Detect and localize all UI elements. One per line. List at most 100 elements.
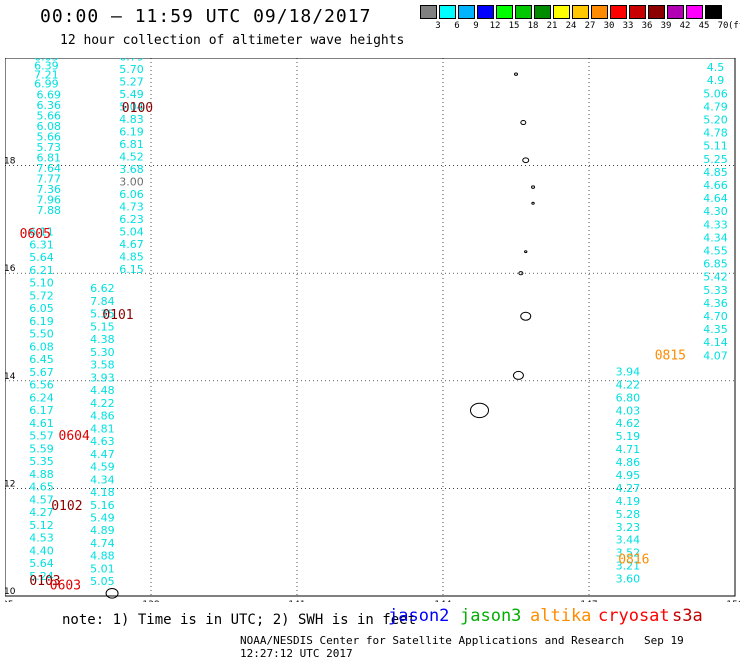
y-tick-label: 16 (5, 264, 16, 274)
wave-height-value: 5.73 (37, 141, 62, 154)
wave-height-value: 3.60 (616, 573, 641, 586)
wave-height-value: 4.78 (703, 127, 728, 140)
legend-swatch (534, 5, 551, 19)
wave-height-value: 4.52 (119, 151, 144, 164)
pass-time-label: 0102 (51, 499, 82, 514)
y-tick-label: 14 (5, 372, 16, 382)
wave-height-value: 4.61 (29, 417, 54, 430)
mission-name: cryosat (598, 606, 670, 626)
island-outline (522, 157, 530, 164)
wave-height-value: 4.38 (90, 333, 115, 346)
legend-swatch (439, 5, 456, 19)
footer-note: note: 1) Time is in UTC; 2) SWH is in fe… (62, 612, 417, 628)
wave-height-value: 6.23 (119, 213, 144, 226)
pass-time-label: 0100 (122, 101, 153, 116)
wave-height-value: 5.49 (119, 88, 144, 101)
wave-height-value: 5.24 (29, 570, 54, 583)
wave-height-value: 6.81 (37, 151, 62, 164)
legend-swatch (705, 5, 722, 19)
wave-height-value: 6.05 (29, 302, 54, 315)
wave-height-value: 5.35 (90, 308, 115, 321)
wave-height-value: 4.3 (707, 58, 725, 61)
legend-label: 45 (698, 21, 710, 31)
wave-height-value: 5.66 (37, 109, 62, 122)
wave-height-value: 3.21 (616, 560, 641, 573)
wave-height-value: 7.64 (37, 162, 62, 175)
wave-height-value: 3.94 (616, 365, 641, 378)
legend-label: 27 (584, 21, 596, 31)
wave-height-value: 6.36 (37, 99, 62, 112)
wave-height-value: 4.55 (703, 244, 728, 257)
wave-height-value: 4.73 (119, 201, 144, 214)
wave-height-value: 3.44 (616, 534, 641, 547)
legend-swatch (591, 5, 608, 19)
plot-frame (5, 58, 736, 597)
island-outline (524, 250, 528, 254)
wave-height-value: 3.00 (119, 176, 144, 189)
wave-height-value: 7.96 (37, 194, 62, 207)
wave-height-value: 4.36 (703, 297, 728, 310)
legend-swatch (629, 5, 646, 19)
wave-height-value: 7.84 (90, 295, 115, 308)
wave-height-value: 4.74 (90, 537, 115, 550)
wave-height-value: 5.15 (90, 320, 115, 333)
wave-height-value: 5.28 (616, 508, 641, 521)
map-title: 00:00 – 11:59 UTC 09/18/2017 (40, 6, 372, 27)
wave-height-value: 5.70 (119, 63, 144, 76)
wave-height-value: 5.05 (90, 575, 115, 588)
wave-height-value: 4.70 (703, 310, 728, 323)
wave-height-value: 3.23 (616, 521, 641, 534)
wave-height-value: 4.88 (90, 550, 115, 563)
wave-height-value: 4.18 (90, 486, 115, 499)
wave-height-value: 4.33 (703, 218, 728, 231)
legend-swatch (515, 5, 532, 19)
wave-height-value: 6.21 (29, 264, 54, 277)
pass-time-label: 0816 (618, 553, 649, 568)
wave-height-value: 4.9 (707, 74, 725, 87)
island-outline (520, 311, 532, 321)
wave-height-value: 5.33 (703, 284, 728, 297)
wave-height-value: 4.22 (90, 397, 115, 410)
legend-swatch (496, 5, 513, 19)
wave-height-value: 3.58 (90, 359, 115, 372)
wave-height-value: 6.24 (29, 391, 54, 404)
island-outline (105, 588, 119, 599)
wave-height-value: 4.95 (616, 469, 641, 482)
wave-height-value: 4.48 (90, 384, 115, 397)
legend-label: 42 (679, 21, 691, 31)
wave-height-value: 4.86 (90, 410, 115, 423)
wave-height-value: 4.34 (90, 473, 115, 486)
wave-height-value: 5.42 (703, 271, 728, 284)
wave-height-value: 4.86 (616, 456, 641, 469)
wave-height-value: 4.35 (703, 323, 728, 336)
wave-height-value: 6.08 (29, 340, 54, 353)
y-tick-label: 18 (5, 157, 16, 167)
legend-swatch (572, 5, 589, 19)
wave-height-value: 4.81 (90, 422, 115, 435)
legend-label: 39 (660, 21, 672, 31)
wave-height-value: 5.10 (29, 277, 54, 290)
wave-height-value: 3.93 (90, 371, 115, 384)
wave-height-value: 4.40 (29, 544, 54, 557)
island-outline (512, 370, 524, 380)
legend-label: 30 (603, 21, 615, 31)
y-tick-label: 12 (5, 479, 15, 489)
legend-label: 33 (622, 21, 634, 31)
wave-height-value: 5.04 (119, 226, 144, 239)
wave-height-value: 6.69 (37, 88, 62, 101)
wave-height-value: 4.88 (29, 468, 54, 481)
wave-height-value: 3.52 (616, 547, 641, 560)
island-outline (514, 72, 518, 76)
wave-height-value: 6.80 (616, 391, 641, 404)
wave-height-value: 4.59 (90, 461, 115, 474)
mission-name: jason2 (388, 606, 450, 626)
y-tick-label: 10 (5, 587, 16, 597)
wave-height-value: 5.64 (29, 557, 54, 570)
map-subtitle: 12 hour collection of altimeter wave hei… (60, 33, 405, 48)
wave-height-value: 7.88 (37, 204, 62, 217)
mission-name: s3a (672, 606, 703, 626)
wave-height-value: 5.16 (90, 499, 115, 512)
pass-time-label: 0604 (59, 429, 90, 444)
x-tick-label: 138 (142, 600, 159, 602)
legend-label: 18 (527, 21, 539, 31)
